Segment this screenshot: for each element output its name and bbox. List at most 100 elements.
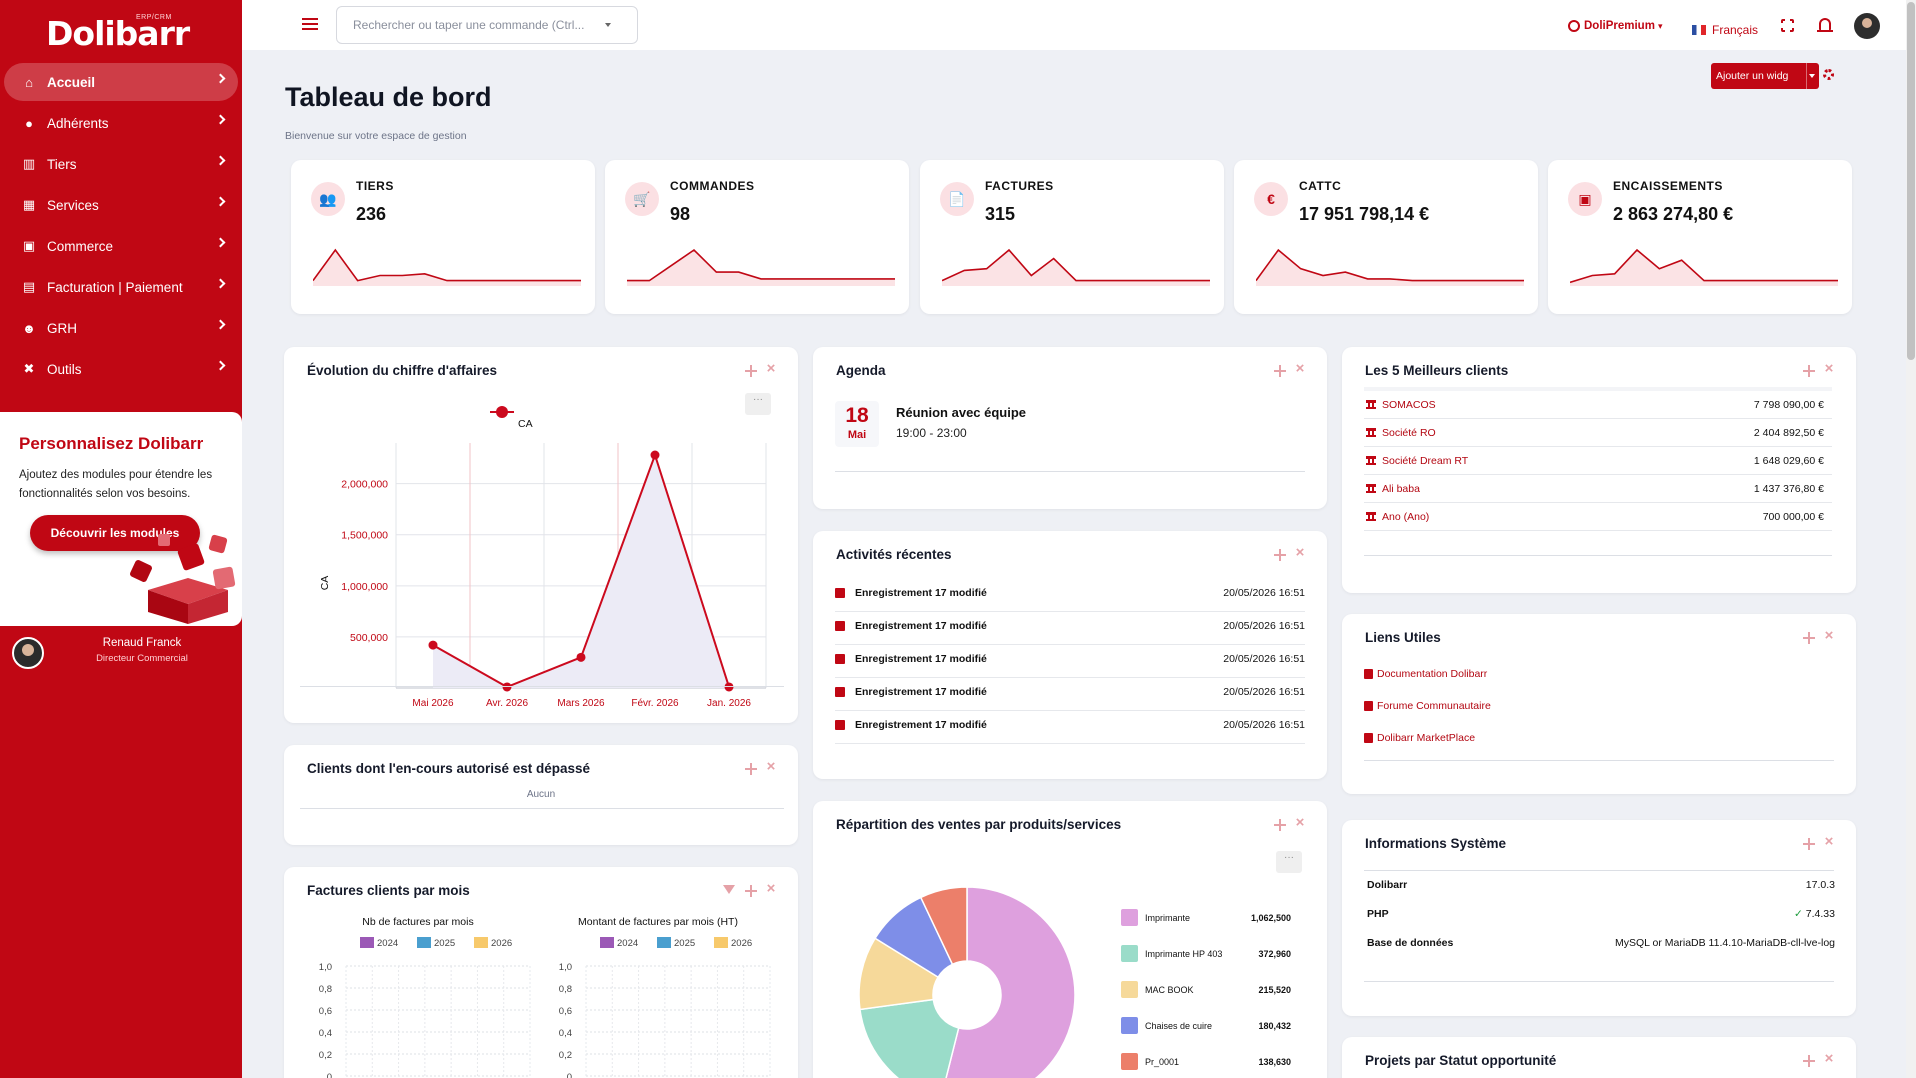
- sidebar-item-grh[interactable]: ☻ GRH: [4, 309, 238, 347]
- sidebar-item-outils[interactable]: ✖ Outils: [4, 350, 238, 388]
- user-profile[interactable]: Renaud Franck Directeur Commercial: [12, 636, 238, 676]
- close-icon[interactable]: ×: [1824, 1050, 1834, 1067]
- empty-state-text: Aucun: [526, 789, 556, 800]
- move-icon[interactable]: [1803, 1055, 1815, 1067]
- move-icon[interactable]: [745, 885, 757, 897]
- x-tick-label: Avr. 2026: [486, 698, 529, 709]
- kpi-card-cattc[interactable]: € CATTC 17 951 798,14 €: [1234, 160, 1538, 314]
- data-point[interactable]: [576, 652, 586, 662]
- move-icon[interactable]: [1274, 365, 1286, 377]
- divider: [1364, 502, 1832, 503]
- client-name-link[interactable]: SOMACOS: [1382, 399, 1436, 411]
- close-icon[interactable]: ×: [1295, 814, 1305, 831]
- avatar[interactable]: [1854, 13, 1880, 39]
- close-icon[interactable]: ×: [1295, 544, 1305, 561]
- legend-item[interactable]: Chaises de cuire 180,432: [1121, 1017, 1301, 1035]
- legend-label[interactable]: 2024: [617, 938, 638, 949]
- legend-label[interactable]: 2025: [674, 938, 695, 949]
- language-selector[interactable]: Français: [1692, 23, 1758, 37]
- close-icon[interactable]: ×: [766, 880, 776, 897]
- sales-split-widget: Répartition des ventes par produits/serv…: [813, 801, 1327, 1078]
- chevron-down-icon[interactable]: [1809, 74, 1815, 78]
- move-icon[interactable]: [1274, 819, 1286, 831]
- list-item[interactable]: Enregistrement 17 modifié 20/05/2026 16:5…: [835, 678, 1305, 711]
- legend-value: 372,960: [1258, 949, 1291, 959]
- list-item[interactable]: Enregistrement 17 modifié 20/05/2026 16:5…: [835, 645, 1305, 678]
- agenda-event-title[interactable]: Réunion avec équipe: [896, 405, 1027, 420]
- legend-label[interactable]: 2025: [434, 938, 455, 949]
- legend-item[interactable]: MAC BOOK 215,520: [1121, 981, 1301, 999]
- kpi-value: 17 951 798,14 €: [1299, 204, 1430, 224]
- chevron-right-icon: [215, 196, 226, 207]
- useful-link[interactable]: Forume Communautaire: [1364, 700, 1491, 712]
- sidebar-item-adherents[interactable]: ● Adhérents: [4, 104, 238, 142]
- pie-slice[interactable]: [919, 886, 968, 966]
- client-name-link[interactable]: Société RO: [1382, 427, 1436, 439]
- kpi-card-factures[interactable]: 📄 FACTURES 315: [920, 160, 1224, 314]
- system-key: PHP: [1367, 908, 1389, 920]
- menu-toggle-icon[interactable]: [302, 18, 318, 30]
- users-icon: ☻: [22, 320, 36, 336]
- list-item[interactable]: Enregistrement 17 modifié 20/05/2026 16:5…: [835, 612, 1305, 645]
- sidebar-item-services[interactable]: ▦ Services: [4, 186, 238, 224]
- legend-label[interactable]: 2024: [377, 938, 398, 949]
- page-scrollbar[interactable]: [1906, 0, 1916, 1078]
- useful-link[interactable]: Dolibarr MarketPlace: [1364, 732, 1475, 744]
- move-icon[interactable]: [1803, 365, 1815, 377]
- widget-title: Liens Utiles: [1365, 630, 1441, 645]
- bell-icon[interactable]: [1817, 18, 1833, 32]
- scrollbar-thumb[interactable]: [1907, 2, 1915, 360]
- move-icon[interactable]: [1803, 838, 1815, 850]
- sidebar-item-accueil[interactable]: ⌂ Accueil: [4, 63, 238, 101]
- data-point[interactable]: [428, 640, 438, 650]
- promo-title: Personnalisez Dolibarr: [19, 434, 204, 453]
- move-icon[interactable]: [1274, 549, 1286, 561]
- discover-modules-button[interactable]: Découvrir les modules: [30, 515, 200, 551]
- avatar[interactable]: [12, 637, 44, 669]
- legend-item[interactable]: Pr_0001 138,630: [1121, 1053, 1301, 1071]
- filter-icon[interactable]: [723, 885, 735, 894]
- move-icon[interactable]: [745, 365, 757, 377]
- close-icon[interactable]: ×: [1295, 360, 1305, 377]
- pie-slice[interactable]: [941, 886, 1076, 1078]
- sidebar-item-facturation[interactable]: ▤ Facturation | Paiement: [4, 268, 238, 306]
- useful-link[interactable]: Documentation Dolibarr: [1364, 668, 1487, 680]
- legend-item[interactable]: Imprimante 1,062,500: [1121, 909, 1301, 927]
- activity-date: 20/05/2026 16:51: [1223, 587, 1305, 599]
- list-item[interactable]: Enregistrement 17 modifié 20/05/2026 16:5…: [835, 579, 1305, 612]
- client-name-link[interactable]: Ali baba: [1382, 483, 1420, 495]
- agenda-date-badge[interactable]: 18 Mai: [835, 401, 879, 447]
- legend-item[interactable]: Imprimante HP 403 372,960: [1121, 945, 1301, 963]
- fullscreen-icon[interactable]: [1780, 18, 1795, 33]
- kpi-label: TIERS: [356, 179, 394, 193]
- kpi-card-tiers[interactable]: 👥 TIERS 236: [291, 160, 595, 314]
- dolipremium-link[interactable]: DoliPremium ▾: [1568, 20, 1662, 32]
- calendar-icon: [835, 687, 845, 697]
- close-icon[interactable]: ×: [766, 360, 776, 377]
- close-icon[interactable]: ×: [1824, 833, 1834, 850]
- chart-menu-button[interactable]: ···: [745, 393, 771, 415]
- close-icon[interactable]: ×: [766, 758, 776, 775]
- gear-icon[interactable]: [1823, 69, 1834, 80]
- kpi-card-encaissements[interactable]: ▣ ENCAISSEMENTS 2 863 274,80 €: [1548, 160, 1852, 314]
- close-icon[interactable]: ×: [1824, 627, 1834, 644]
- kpi-card-commandes[interactable]: 🛒 COMMANDES 98: [605, 160, 909, 314]
- close-icon[interactable]: ×: [1824, 360, 1834, 377]
- legend-label[interactable]: 2026: [491, 938, 512, 949]
- legend-label[interactable]: 2026: [731, 938, 752, 949]
- chart-menu-button[interactable]: ···: [1276, 851, 1302, 873]
- add-widget-button[interactable]: Ajouter un widg: [1711, 63, 1819, 89]
- legend-label[interactable]: CA: [518, 418, 533, 430]
- app-logo[interactable]: Dolibarr: [46, 14, 190, 53]
- move-icon[interactable]: [1803, 632, 1815, 644]
- client-name-link[interactable]: Ano (Ano): [1382, 511, 1430, 523]
- move-icon[interactable]: [745, 763, 757, 775]
- data-point[interactable]: [650, 450, 660, 460]
- sidebar-item-commerce[interactable]: ▣ Commerce: [4, 227, 238, 265]
- legend-value: 180,432: [1258, 1021, 1291, 1031]
- search-input[interactable]: Rechercher ou taper une commande (Ctrl..…: [336, 6, 638, 44]
- sidebar-item-tiers[interactable]: ▥ Tiers: [4, 145, 238, 183]
- pie-slice[interactable]: [859, 998, 960, 1078]
- list-item[interactable]: Enregistrement 17 modifié 20/05/2026 16:5…: [835, 711, 1305, 744]
- client-name-link[interactable]: Société Dream RT: [1382, 455, 1469, 467]
